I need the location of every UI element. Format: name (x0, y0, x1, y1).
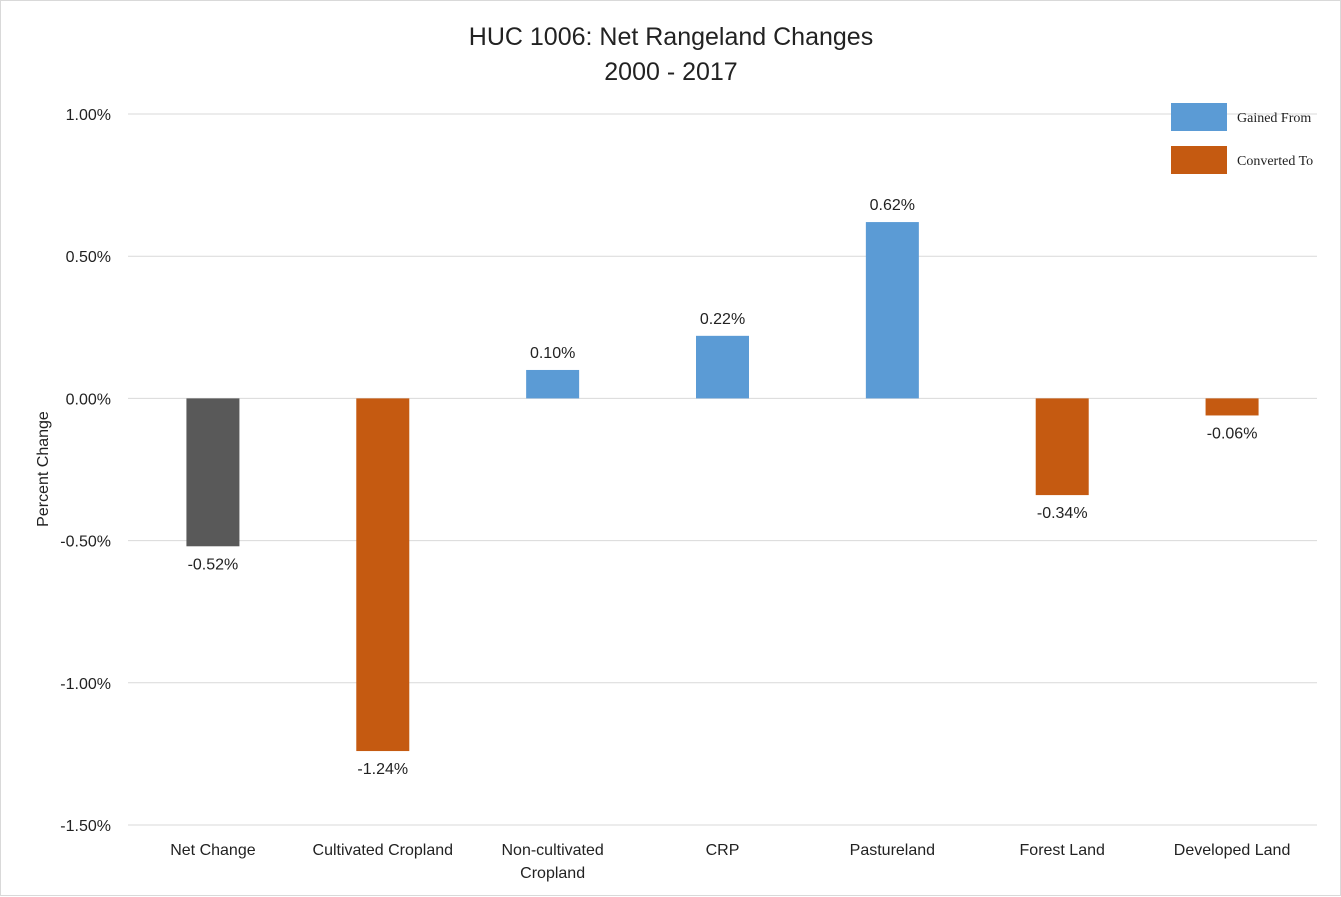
bar (186, 398, 240, 547)
category-label-line: Developed Land (1174, 842, 1291, 859)
bar (526, 369, 580, 399)
y-tick-label: 0.00% (66, 391, 111, 408)
legend-swatch (1171, 146, 1227, 174)
category-label-line: Forest Land (1020, 842, 1105, 859)
category-label: Net Change (170, 842, 255, 859)
bar (1035, 398, 1089, 496)
y-tick-label: -1.00% (60, 676, 111, 693)
chart-title-line-2: 2000 - 2017 (604, 58, 737, 86)
bar (1205, 398, 1259, 416)
y-tick-label: 1.00% (66, 107, 111, 124)
data-label: -0.34% (1037, 505, 1088, 522)
data-label: 0.62% (870, 197, 915, 214)
category-label: Non-cultivated Cropland (502, 842, 604, 882)
category-label-line: Net Change (170, 842, 255, 859)
legend-label: Converted To (1237, 154, 1313, 169)
y-tick-label: -0.50% (60, 534, 111, 551)
category-label: Forest Land (1020, 842, 1105, 859)
legend-swatch (1171, 103, 1227, 131)
category-label: Pastureland (850, 842, 935, 859)
data-labels: -0.52% -1.24% 0.10% 0.22% 0.62% -0.34% -0.06% (188, 197, 1258, 778)
data-label: 0.22% (700, 311, 745, 328)
bar (865, 222, 919, 399)
y-tick-label: -1.50% (60, 818, 111, 835)
category-label-line: Non-cultivated (502, 842, 604, 859)
data-label: 0.10% (530, 345, 575, 362)
bar (356, 398, 410, 752)
data-label: -0.52% (188, 556, 239, 573)
category-label: Developed Land (1174, 842, 1291, 859)
category-label-line: Cultivated Cropland (313, 842, 454, 859)
data-label: -1.24% (357, 761, 408, 778)
y-tick-label: 0.50% (66, 249, 111, 266)
category-label-line: Pastureland (850, 842, 935, 859)
category-labels: Net Change Cultivated Cropland Non-cultiva… (170, 842, 1290, 882)
bar (696, 335, 749, 399)
category-label: Cultivated Cropland (313, 842, 454, 859)
legend-label: Gained From (1237, 111, 1311, 126)
category-label-line: CRP (706, 842, 740, 859)
legend: Gained From Converted To (1171, 103, 1313, 174)
chart-title-line-1: HUC 1006: Net Rangeland Changes (469, 23, 873, 51)
category-label-line: Cropland (520, 865, 585, 882)
y-axis-ticks: 1.00% 0.50% 0.00% -0.50% -1.00% -1.50% (60, 107, 111, 835)
y-axis-label: Percent Change (35, 411, 52, 527)
bars (186, 222, 1259, 752)
category-label: CRP (706, 842, 740, 859)
gridlines (128, 113, 1317, 826)
data-label: -0.06% (1207, 425, 1258, 442)
